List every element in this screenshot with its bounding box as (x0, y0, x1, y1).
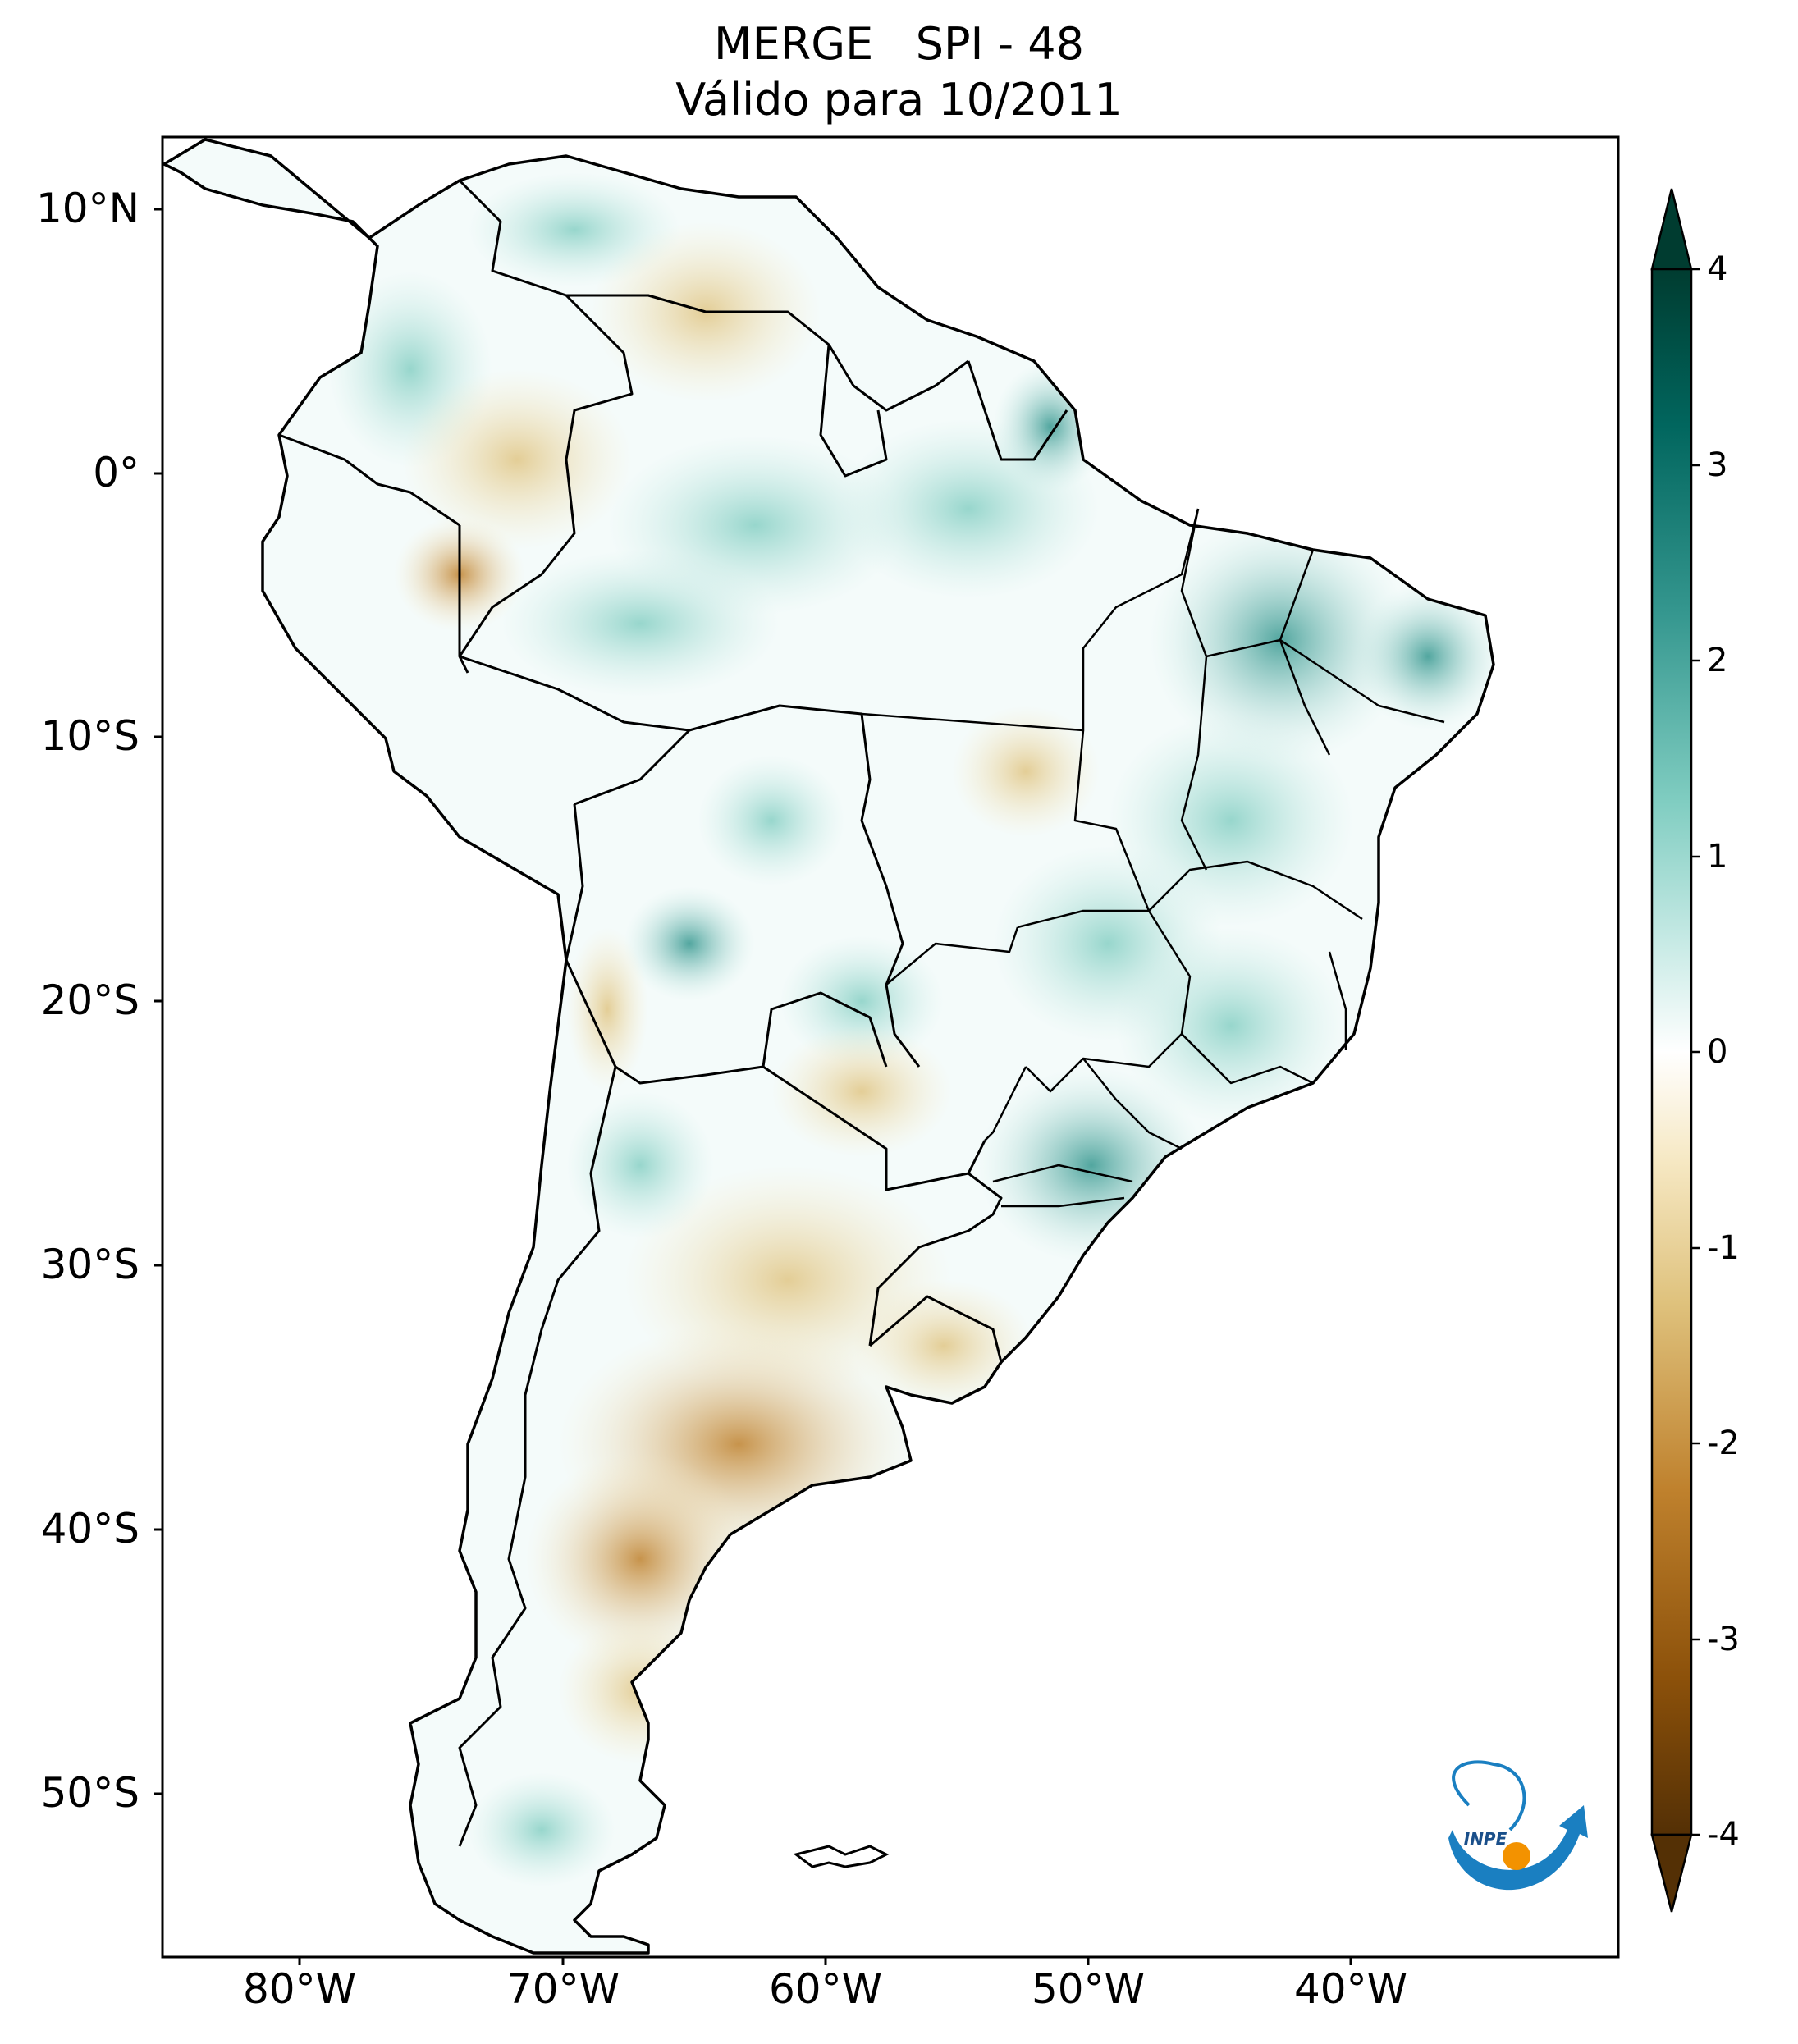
falkland-islands (793, 1845, 890, 1868)
state-borders (861, 508, 1445, 1208)
lon-label-40w: 40°W (1293, 1965, 1408, 2013)
lat-label-0: 0° (93, 449, 140, 496)
colorbar-tick-label: -4 (1707, 1816, 1740, 1854)
lat-label-20s: 20°S (40, 976, 140, 1024)
lon-label-50w: 50°W (1031, 1965, 1146, 2013)
lon-label-60w: 60°W (768, 1965, 883, 2013)
map-subtitle: Válido para 10/2011 (675, 74, 1123, 126)
inpe-logo-text: INPE (1464, 1829, 1507, 1849)
lat-label-10n: 10°N (35, 185, 140, 232)
colorbar-tick-label: -1 (1707, 1229, 1740, 1267)
inpe-logo: INPE (1448, 1760, 1588, 1891)
lat-label-10s: 10°S (40, 712, 140, 760)
spi-shading (328, 172, 1494, 1887)
lat-label-30s: 30°S (40, 1241, 140, 1288)
colorbar-tick-label: 0 (1707, 1033, 1728, 1071)
axis-ticks (154, 208, 1352, 1965)
lat-label-50s: 50°S (40, 1769, 140, 1817)
country-borders (278, 179, 1068, 1847)
colorbar-tick-label: 2 (1707, 642, 1728, 679)
colorbar-tick-label: 4 (1707, 250, 1728, 288)
colorbar (1650, 188, 1700, 1913)
colorbar-extend-bottom (1650, 1833, 1693, 1913)
colorbar-tick-label: -3 (1707, 1621, 1740, 1658)
colorbar-tick-label: 1 (1707, 838, 1728, 876)
colorbar-bar (1650, 268, 1693, 1836)
colorbar-tick-label: -2 (1707, 1424, 1740, 1462)
lat-label-40s: 40°S (40, 1505, 140, 1552)
map-title: MERGE SPI - 48 (714, 18, 1084, 70)
lon-label-70w: 70°W (506, 1965, 620, 2013)
colorbar-tick-label: 3 (1707, 446, 1728, 484)
lon-label-80w: 80°W (242, 1965, 357, 2013)
map-frame (161, 135, 1620, 1959)
colorbar-extend-top (1650, 188, 1693, 271)
